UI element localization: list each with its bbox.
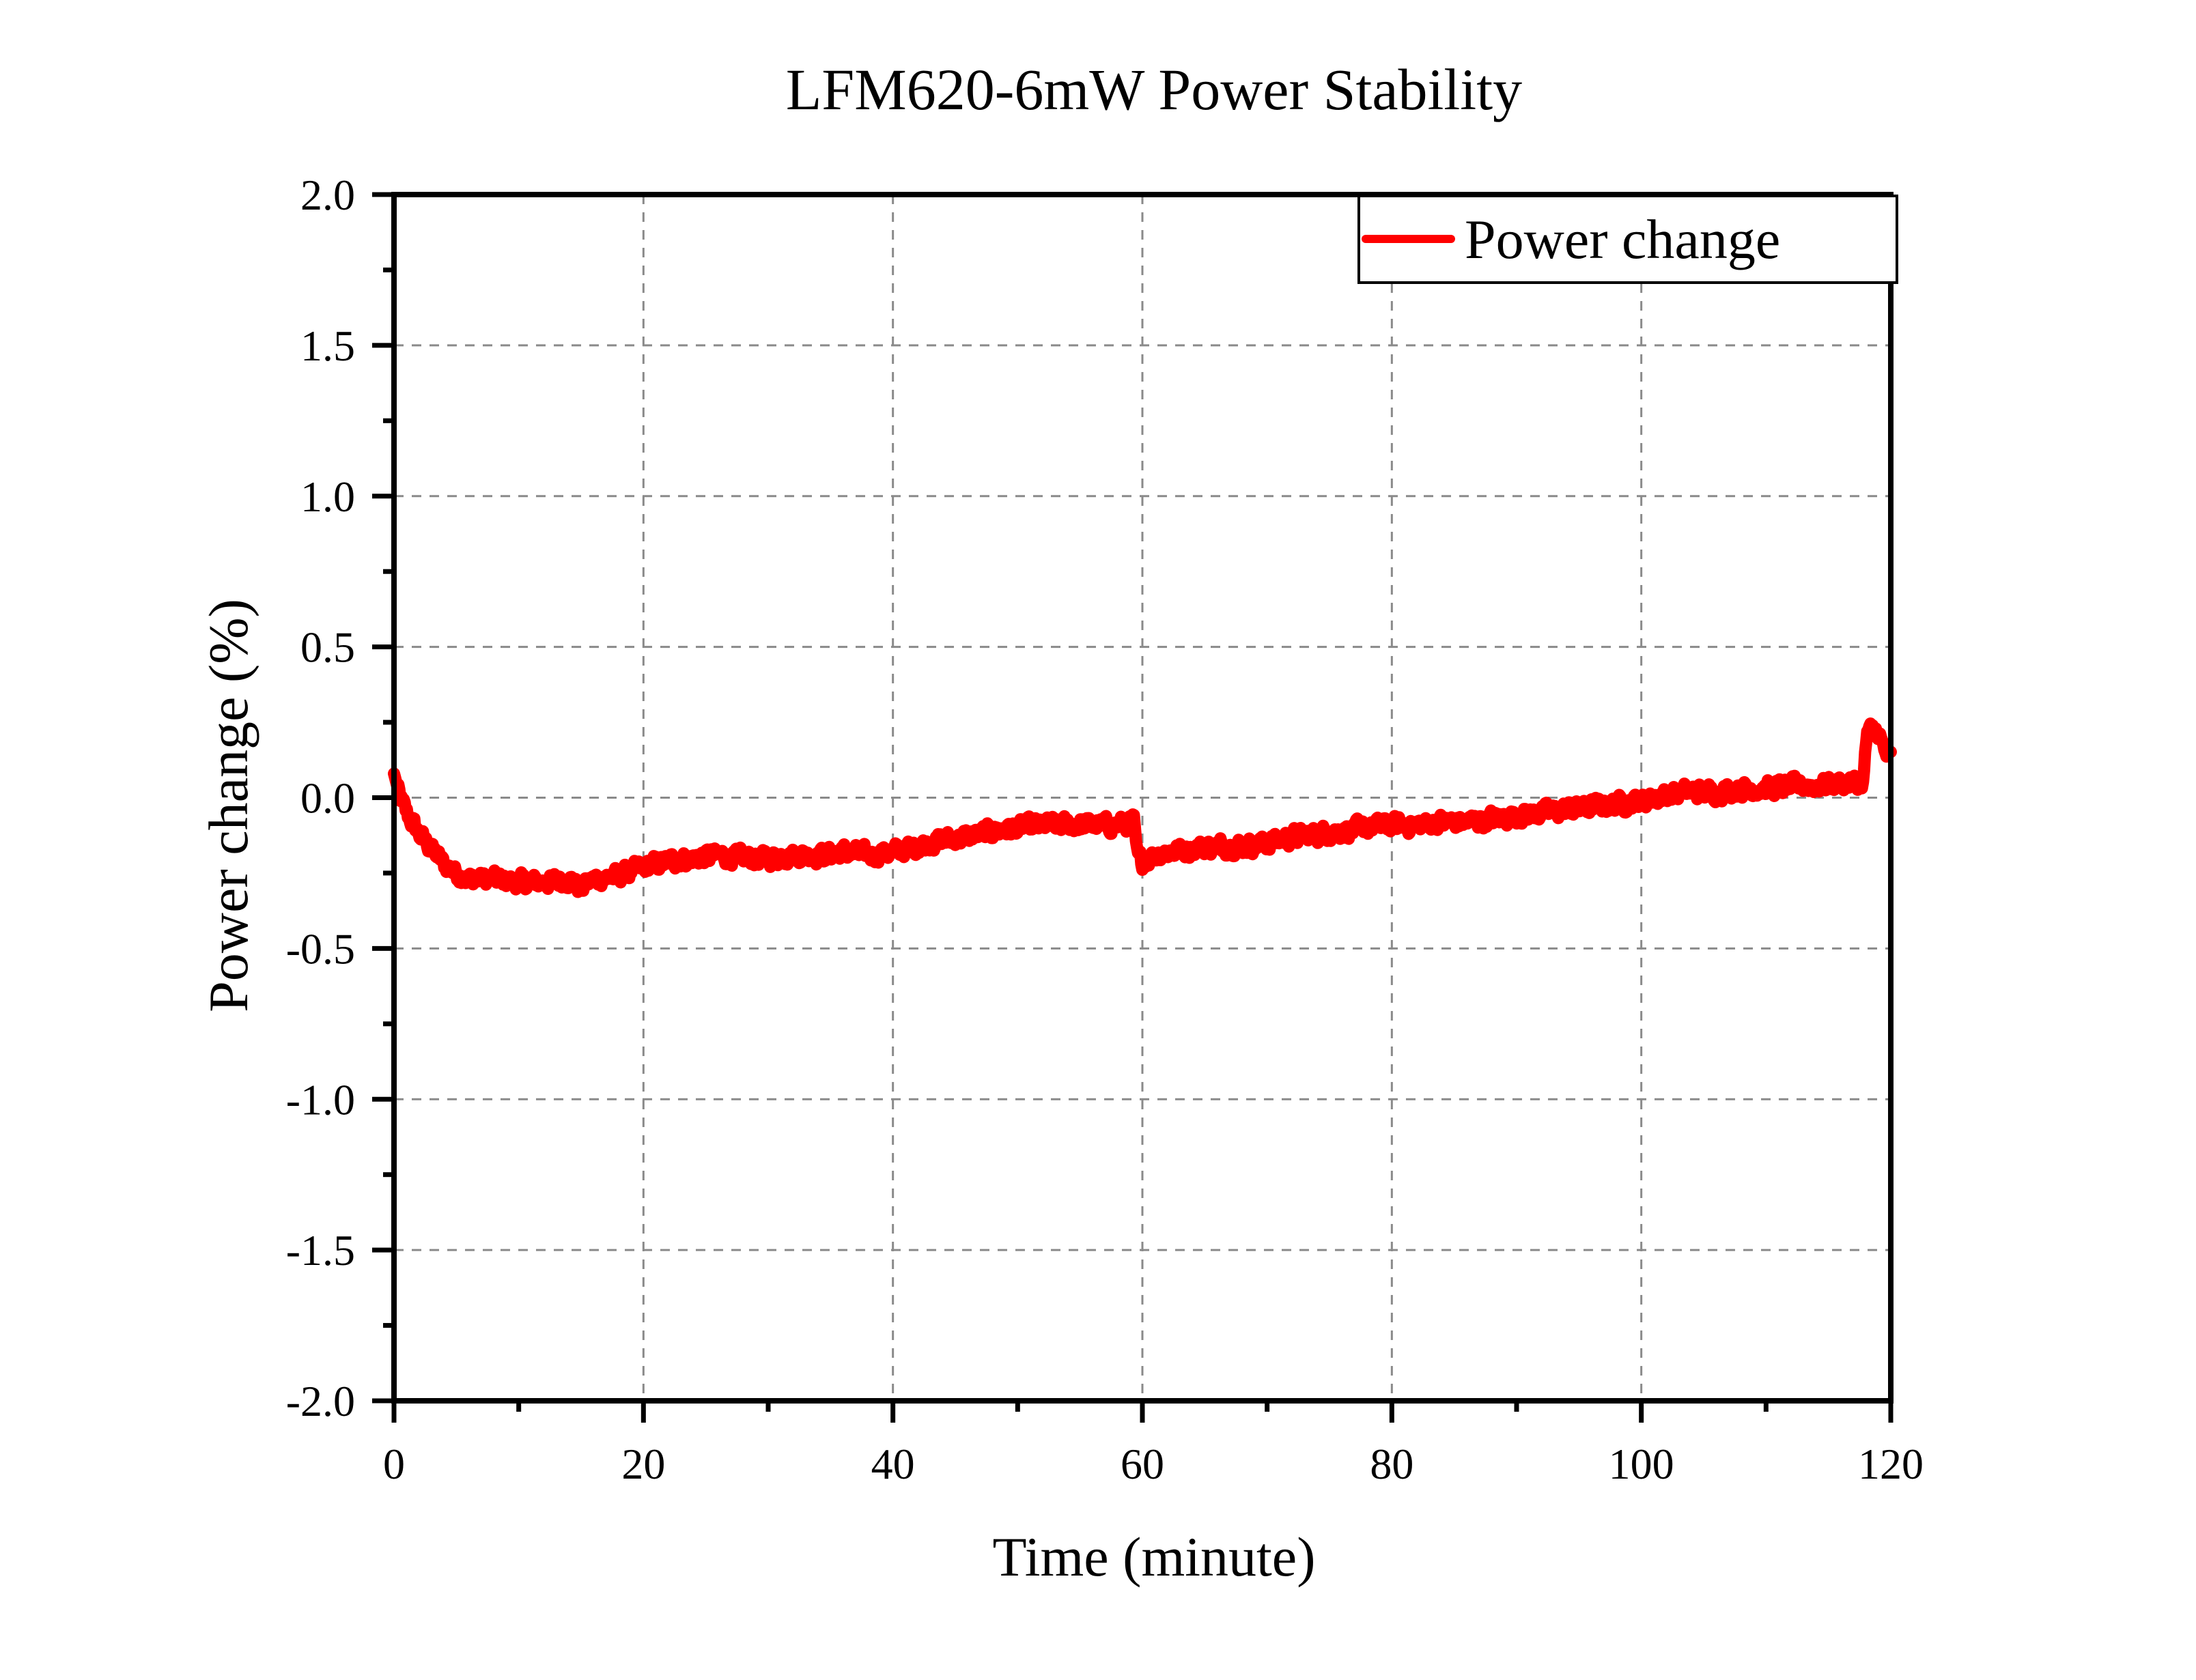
y-tick-label: -2.0 bbox=[286, 1377, 355, 1425]
x-tick-label: 100 bbox=[1609, 1440, 1674, 1488]
x-tick-label: 120 bbox=[1858, 1440, 1924, 1488]
y-tick-label: -1.0 bbox=[286, 1075, 355, 1124]
y-tick-label: 1.5 bbox=[300, 322, 355, 370]
legend-label-power-change: Power change bbox=[1465, 208, 1780, 270]
x-tick-label: 60 bbox=[1121, 1440, 1164, 1488]
axis-ticks bbox=[372, 192, 1894, 1423]
x-tick-label: 20 bbox=[621, 1440, 665, 1488]
legend: Power change bbox=[1357, 195, 1898, 284]
y-axis-title: Power change (%) bbox=[197, 599, 259, 1012]
x-tick-label: 0 bbox=[383, 1440, 405, 1488]
y-tick-label: 2.0 bbox=[300, 171, 355, 219]
x-tick-label: 80 bbox=[1370, 1440, 1413, 1488]
y-tick-label: 0.0 bbox=[300, 774, 355, 823]
axis-tick-labels: 0 20 40 60 80 100 120 2.0 1.5 1.0 0.5 0.0 -0.5 -1.0 -1… bbox=[286, 171, 1924, 1488]
series-line-power-change bbox=[388, 717, 1897, 898]
y-tick-label: 1.0 bbox=[300, 472, 355, 521]
y-tick-label: 0.5 bbox=[300, 623, 355, 672]
y-tick-label: -0.5 bbox=[286, 924, 355, 973]
chart-title: LFM620-6mW Power Stability bbox=[786, 57, 1522, 122]
x-axis-title: Time (minute) bbox=[992, 1526, 1315, 1588]
series-power-change bbox=[388, 717, 1897, 898]
x-tick-label: 40 bbox=[871, 1440, 915, 1488]
y-tick-label: -1.5 bbox=[286, 1226, 355, 1275]
